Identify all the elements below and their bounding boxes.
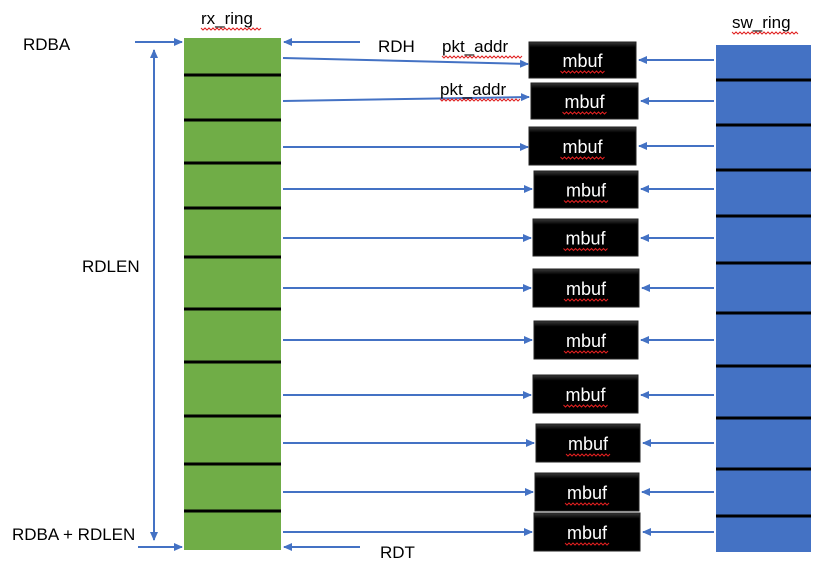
sw-ring-spellcheck-underline	[731, 31, 799, 35]
mbuf-box: mbuf	[532, 268, 640, 308]
mbuf-label: mbuf	[566, 331, 607, 351]
rx-ring-label: rx_ring	[201, 9, 253, 28]
mbuf-spellcheck-underline	[560, 70, 605, 74]
pkt-addr-1-spellcheck-underline	[441, 55, 523, 59]
mbuf-spellcheck-underline	[563, 350, 609, 354]
pkt-addr-2-spellcheck-underline	[439, 98, 521, 102]
mbuf-spellcheck-underline	[562, 111, 607, 115]
mbuf-label: mbuf	[565, 229, 606, 249]
mbuf-spellcheck-underline	[563, 247, 608, 252]
mbuf-box: mbuf	[528, 41, 637, 79]
rdlen-label: RDLEN	[82, 257, 140, 276]
mbuf-box: mbuf	[533, 512, 641, 552]
rdt-label: RDT	[380, 543, 415, 562]
mbuf-spellcheck-underline	[564, 502, 610, 506]
rdh-label: RDH	[378, 37, 415, 56]
sw-ring-dividers	[716, 78, 811, 518]
mbuf-label: mbuf	[567, 523, 608, 543]
mbuf-label: mbuf	[562, 51, 603, 71]
mbuf-label: mbuf	[567, 483, 608, 503]
mbuf-spellcheck-underline	[560, 156, 605, 160]
sw-ring-label: sw_ring	[732, 13, 791, 32]
sw-ring	[716, 45, 811, 552]
mbuf-box: mbuf	[532, 218, 639, 257]
mbuf-box: mbuf	[533, 170, 639, 209]
pkt-addr-label-2: pkt_addr	[440, 80, 506, 99]
mbuf-label: mbuf	[566, 279, 607, 299]
mbuf-spellcheck-underline	[564, 542, 610, 546]
rx-to-mbuf-arrows	[282, 57, 535, 536]
rx-ring	[184, 38, 281, 550]
sw-to-mbuf-arrows	[638, 56, 714, 536]
pkt-addr-label-1: pkt_addr	[442, 37, 508, 56]
mbuf-label: mbuf	[562, 137, 603, 157]
rx-ring-dividers	[184, 73, 281, 513]
mbuf-spellcheck-underline	[563, 404, 608, 408]
mbuf-rect	[530, 82, 639, 120]
rdba-label: RDBA	[23, 35, 71, 54]
mbuf-spellcheck-underline	[563, 298, 609, 302]
mbuf-label: mbuf	[564, 92, 605, 112]
rx-to-mbuf-arrow	[282, 93, 530, 102]
rx-ring-spellcheck-underline	[200, 27, 262, 31]
mbuf-spellcheck-underline	[565, 453, 611, 457]
mbuf-boxes: mbuf mbuf mbuf mbuf mbuf mbuf mbuf mbuf mbuf mbuf…	[528, 41, 641, 552]
mbuf-box: mbuf	[535, 423, 641, 463]
mbuf-rect	[528, 41, 637, 79]
mbuf-box: mbuf	[533, 320, 639, 360]
rx-to-mbuf-arrow	[282, 57, 529, 68]
mbuf-box: mbuf	[532, 374, 639, 414]
mbuf-box: mbuf	[534, 472, 640, 512]
mbuf-label: mbuf	[565, 385, 606, 405]
mbuf-spellcheck-underline	[563, 199, 609, 204]
mbuf-label: mbuf	[566, 181, 607, 201]
rdba-plus-rdlen-label: RDBA + RDLEN	[12, 525, 135, 544]
mbuf-box: mbuf	[528, 126, 637, 166]
mbuf-box: mbuf	[530, 82, 639, 120]
mbuf-label: mbuf	[568, 434, 609, 454]
